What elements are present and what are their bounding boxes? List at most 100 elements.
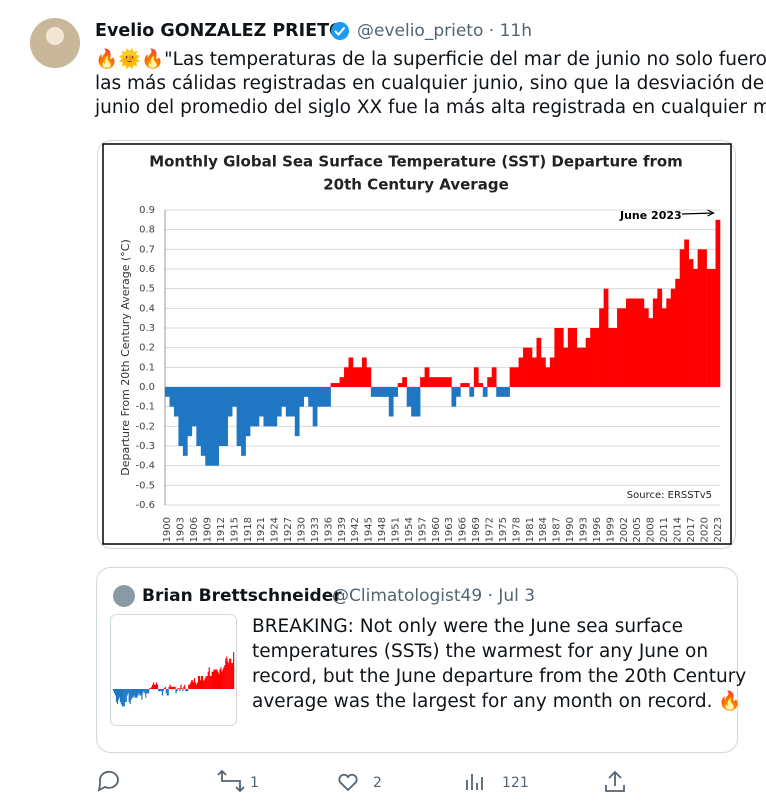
bar — [375, 387, 381, 397]
bar — [630, 298, 636, 387]
bar — [187, 387, 193, 437]
thumbnail-bar — [198, 676, 201, 689]
x-tick-label: 1948 — [377, 517, 388, 542]
thumbnail-bar — [189, 684, 191, 689]
thumbnail-bar — [123, 689, 125, 707]
x-tick-label: 2005 — [632, 517, 643, 542]
thumbnail-bar — [128, 689, 130, 702]
thumbnail-bar — [231, 663, 233, 689]
thumbnail-bar — [133, 689, 135, 696]
thumbnail-bar — [204, 678, 206, 689]
bar — [232, 387, 237, 407]
bar — [643, 308, 649, 387]
retweet-count: 1 — [250, 775, 259, 791]
like-icon[interactable] — [338, 773, 358, 792]
quote-text: average was the largest for any month on… — [252, 690, 741, 712]
bar — [250, 387, 255, 427]
bar — [473, 367, 479, 387]
thumbnail-bar — [173, 686, 175, 689]
thumbnail-bar — [158, 689, 161, 692]
thumbnail-bar — [120, 689, 122, 705]
chart-title: Monthly Global Sea Surface Temperature (… — [149, 153, 683, 171]
thumbnail-bar — [154, 684, 157, 689]
bar — [657, 288, 663, 387]
thumbnail-bar — [213, 669, 215, 689]
thumbnail-bar — [188, 684, 190, 689]
thumbnail-bar — [160, 689, 162, 692]
bar — [317, 387, 322, 407]
bar — [491, 367, 497, 387]
bar — [684, 239, 689, 387]
bar — [460, 383, 466, 387]
view-count: 121 — [502, 775, 529, 791]
y-tick-label: -0.6 — [135, 500, 155, 511]
y-tick-label: 0.4 — [139, 303, 155, 314]
thumbnail-bar — [134, 689, 136, 698]
x-tick-label: 1966 — [458, 517, 469, 542]
y-tick-label: 0.0 — [139, 382, 155, 393]
bar — [196, 387, 202, 446]
y-tick-label: 0.9 — [139, 205, 155, 216]
thumbnail-bar — [118, 689, 121, 698]
thumbnail-bar — [165, 689, 167, 694]
reply-icon[interactable] — [97, 770, 119, 792]
quote-tweet[interactable] — [96, 567, 738, 753]
chart-subtitle: 20th Century Average — [323, 176, 509, 194]
share-icon[interactable] — [605, 770, 625, 792]
thumbnail-bar — [233, 652, 235, 689]
y-tick-label: 0.3 — [139, 323, 155, 334]
bar — [590, 328, 595, 387]
thumbnail-bar — [124, 689, 126, 702]
thumbnail-bar — [145, 689, 147, 698]
thumbnail-bar — [115, 689, 118, 702]
y-tick-label: 0.7 — [139, 244, 155, 255]
thumbnail-bar — [186, 689, 188, 692]
quote-text: temperatures (SSTs) the warmest for any … — [252, 641, 708, 662]
bar — [549, 357, 555, 387]
retweet-icon[interactable] — [217, 769, 245, 793]
author-meta: @evelio_prieto · 11h — [357, 21, 532, 41]
bar — [455, 387, 461, 397]
bar — [478, 383, 484, 387]
bar — [388, 387, 394, 417]
bar — [648, 318, 654, 387]
bar — [670, 288, 676, 387]
thumbnail-bar — [174, 686, 176, 689]
thumbnail-bar — [150, 688, 152, 689]
thumbnail-bar — [221, 671, 223, 689]
thumbnail-bar — [151, 686, 153, 689]
bar — [500, 387, 506, 397]
bar — [182, 387, 188, 456]
annotation: June 2023 — [619, 209, 682, 222]
x-tick-label: 1915 — [229, 517, 240, 542]
x-tick-label: 1930 — [297, 517, 308, 542]
source: Source: ERSSTv5 — [627, 490, 712, 501]
x-tick-label: 2020 — [699, 517, 710, 542]
bar — [245, 387, 251, 437]
thumbnail-bar — [200, 676, 202, 689]
bar — [617, 308, 622, 387]
bar — [527, 347, 533, 387]
thumbnail-bar — [171, 686, 173, 689]
thumbnail-bar — [218, 673, 220, 689]
bar — [438, 377, 443, 387]
bar — [442, 377, 448, 387]
y-tick-label: 0.6 — [139, 264, 155, 275]
bar — [706, 269, 712, 387]
author-name[interactable]: Evelio GONZALEZ PRIETO — [95, 21, 344, 41]
x-tick-label: 2002 — [619, 517, 630, 542]
thumbnail-bar — [114, 689, 117, 696]
bar — [675, 278, 681, 387]
thumbnail-bar — [225, 658, 227, 689]
thumbnail-bar — [132, 689, 134, 698]
bar — [572, 328, 578, 387]
thumbnail-bar — [172, 686, 174, 689]
bar — [165, 387, 170, 397]
thumbnail-bar — [142, 689, 144, 694]
thumbnail-bar — [135, 689, 137, 698]
x-tick-label: 2023 — [713, 517, 724, 542]
x-tick-label: 1900 — [162, 517, 173, 542]
views-icon[interactable] — [466, 774, 483, 790]
x-tick-label: 1945 — [364, 517, 375, 542]
y-tick-label: -0.2 — [135, 421, 155, 432]
